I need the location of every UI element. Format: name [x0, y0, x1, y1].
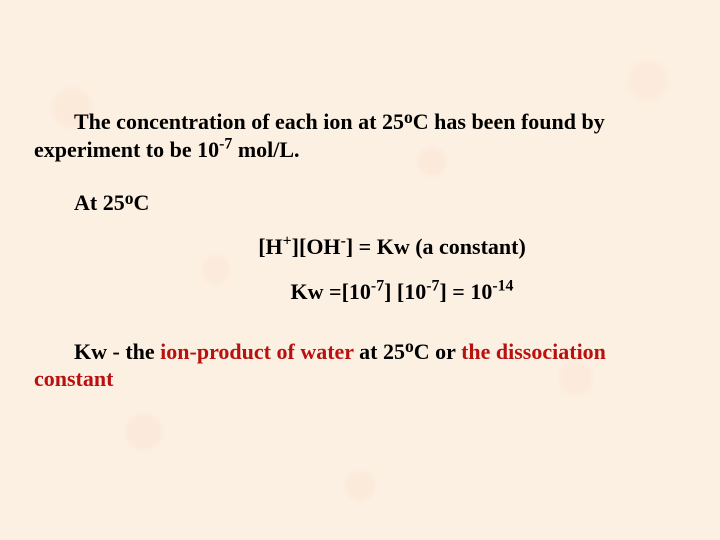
- unit: mol/L.: [232, 137, 299, 162]
- degree-symbol: o: [405, 336, 414, 356]
- text: Kw =[10: [291, 279, 371, 304]
- value-base: 10: [197, 137, 219, 162]
- text: C: [134, 190, 150, 215]
- exponent: -14: [492, 278, 513, 295]
- text: [H: [258, 234, 282, 259]
- text: ] = Kw (a constant): [346, 234, 526, 259]
- paragraph-intro: The concentration of each ion at 25oC ha…: [34, 108, 690, 163]
- text: ][OH: [292, 234, 341, 259]
- text: C or: [414, 339, 461, 364]
- slide-content: The concentration of each ion at 25oC ha…: [0, 0, 720, 393]
- text: At 25: [74, 190, 125, 215]
- equation-kw-definition: [H+][OH-] = Kw (a constant): [34, 233, 690, 261]
- text: Kw - the: [74, 339, 160, 364]
- superscript: +: [283, 232, 292, 249]
- exponent: -7: [426, 278, 439, 295]
- paragraph-definition: Kw - the ion-product of water at 25oC or…: [34, 338, 690, 393]
- temperature-line: At 25oC: [34, 189, 690, 217]
- text: at 25: [354, 339, 405, 364]
- term-ion-product: ion-product of water: [160, 339, 354, 364]
- exponent: -7: [371, 278, 384, 295]
- text: ] [10: [384, 279, 426, 304]
- equation-kw-value: Kw =[10-7] [10-7] = 10-14: [34, 278, 690, 306]
- text: ] = 10: [439, 279, 492, 304]
- value-exponent: -7: [219, 135, 232, 152]
- text: The concentration of each ion at 25: [74, 109, 404, 134]
- degree-symbol: o: [125, 188, 134, 208]
- degree-symbol: o: [404, 107, 413, 127]
